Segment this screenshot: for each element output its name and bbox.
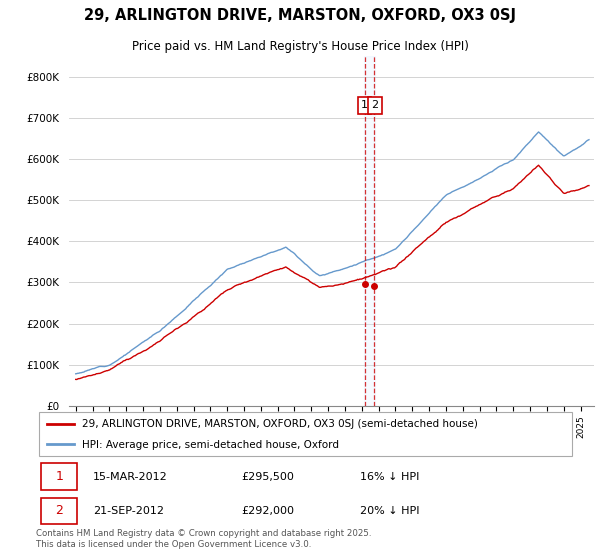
Text: 2: 2: [371, 100, 379, 110]
Text: 2: 2: [55, 505, 63, 517]
Bar: [41, 464, 77, 490]
Bar: [364, 56, 375, 406]
Text: 29, ARLINGTON DRIVE, MARSTON, OXFORD, OX3 0SJ: 29, ARLINGTON DRIVE, MARSTON, OXFORD, OX…: [84, 8, 516, 23]
Text: 21-SEP-2012: 21-SEP-2012: [92, 506, 164, 516]
FancyBboxPatch shape: [39, 413, 572, 455]
Text: 15-MAR-2012: 15-MAR-2012: [92, 472, 167, 482]
Text: Price paid vs. HM Land Registry's House Price Index (HPI): Price paid vs. HM Land Registry's House …: [131, 40, 469, 53]
Text: 20% ↓ HPI: 20% ↓ HPI: [360, 506, 419, 516]
Bar: [41, 498, 77, 524]
Text: £292,000: £292,000: [241, 506, 294, 516]
Text: HPI: Average price, semi-detached house, Oxford: HPI: Average price, semi-detached house,…: [82, 440, 339, 450]
Text: £295,500: £295,500: [241, 472, 294, 482]
Text: Contains HM Land Registry data © Crown copyright and database right 2025.
This d: Contains HM Land Registry data © Crown c…: [36, 529, 371, 549]
Text: 1: 1: [55, 470, 63, 483]
Text: 16% ↓ HPI: 16% ↓ HPI: [360, 472, 419, 482]
Text: 1: 1: [361, 100, 368, 110]
Text: 29, ARLINGTON DRIVE, MARSTON, OXFORD, OX3 0SJ (semi-detached house): 29, ARLINGTON DRIVE, MARSTON, OXFORD, OX…: [82, 419, 478, 429]
